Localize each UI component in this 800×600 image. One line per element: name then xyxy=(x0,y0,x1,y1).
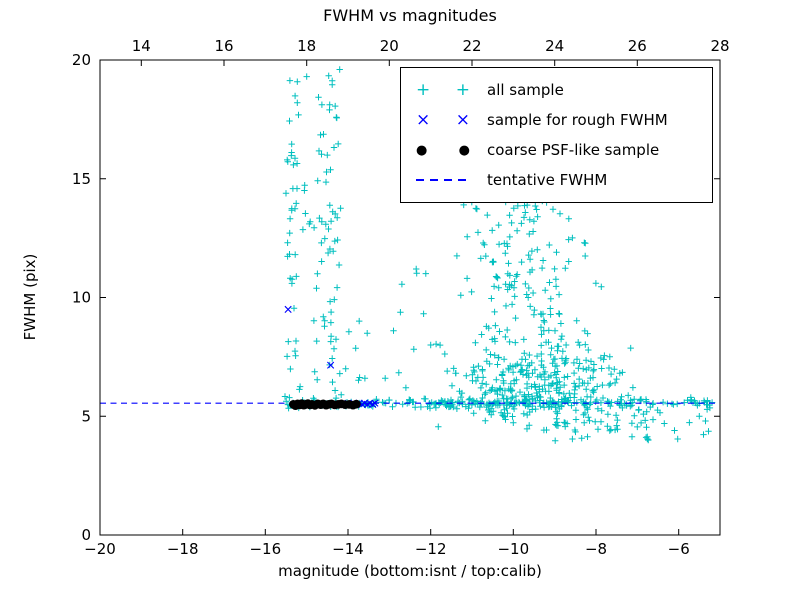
x-tick-label-bottom: −14 xyxy=(332,540,364,558)
plot-area xyxy=(100,66,720,444)
y-tick-label: 0 xyxy=(81,526,91,544)
x-tick-label-top: 24 xyxy=(545,37,564,55)
legend-label-all-sample: all sample xyxy=(487,81,564,99)
y-tick-label: 5 xyxy=(81,407,91,425)
legend-entry-coarse-psf: ● ● coarse PSF-like sample xyxy=(413,135,702,165)
x-tick-label-bottom: −10 xyxy=(497,540,529,558)
y-tick-label: 20 xyxy=(72,51,91,69)
legend-label-rough-fwhm: sample for rough FWHM xyxy=(487,111,668,129)
legend: + + all sample × × sample for rough FWHM ●… xyxy=(400,67,713,203)
legend-entry-tentative-fwhm: tentative FWHM xyxy=(413,165,702,195)
x-tick-label-bottom: −12 xyxy=(415,540,447,558)
legend-marker-x-icon: × × xyxy=(416,109,470,130)
legend-marker-circle-icon: ● ● xyxy=(416,142,470,158)
x-tick-label-bottom: −16 xyxy=(249,540,281,558)
legend-entry-rough-fwhm: × × sample for rough FWHM xyxy=(413,105,702,135)
x-tick-label-top: 28 xyxy=(710,37,729,55)
x-tick-label-bottom: −8 xyxy=(585,540,607,558)
rough-fwhm-markers xyxy=(284,305,379,408)
x-tick-label-top: 14 xyxy=(132,37,151,55)
x-tick-label-top: 20 xyxy=(380,37,399,55)
x-tick-label-top: 16 xyxy=(214,37,233,55)
legend-marker-dashed-line-icon xyxy=(413,179,473,181)
y-tick-label: 10 xyxy=(72,289,91,307)
x-tick-label-top: 26 xyxy=(628,37,647,55)
x-tick-label-bottom: −18 xyxy=(167,540,199,558)
legend-entry-all-sample: + + all sample xyxy=(413,75,702,105)
x-tick-label-bottom: −20 xyxy=(84,540,116,558)
legend-label-coarse-psf: coarse PSF-like sample xyxy=(487,141,660,159)
axes-frame xyxy=(99,59,721,536)
x-tick-label-bottom: −6 xyxy=(668,540,690,558)
y-tick-label: 15 xyxy=(72,170,91,188)
y-axis-label: FWHM (pix) xyxy=(21,253,39,341)
x-axis-label: magnitude (bottom:isnt / top:calib) xyxy=(278,562,542,580)
coarse-psf-marker xyxy=(351,399,361,409)
chart-title: FWHM vs magnitudes xyxy=(323,6,497,25)
legend-label-tentative-fwhm: tentative FWHM xyxy=(487,171,608,189)
legend-marker-plus-icon: + + xyxy=(416,79,470,100)
x-tick-label-top: 22 xyxy=(462,37,481,55)
x-tick-label-top: 18 xyxy=(297,37,316,55)
